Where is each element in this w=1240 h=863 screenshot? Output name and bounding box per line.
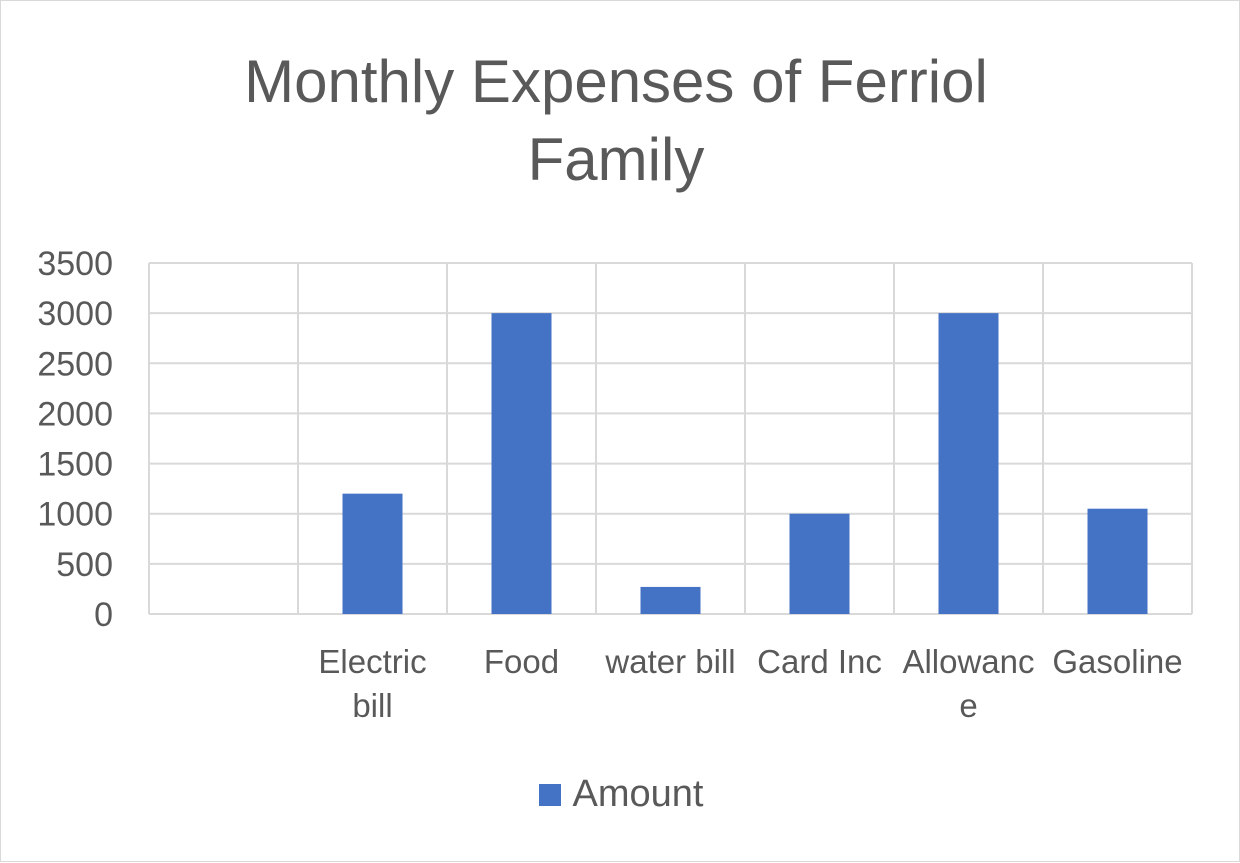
x-tick-label: Electric (318, 643, 426, 680)
y-tick-label: 2000 (37, 395, 113, 433)
chart-title: Monthly Expenses of Ferriol Family (171, 43, 1061, 199)
x-tick-label: bill (352, 687, 392, 724)
x-tick-label: e (959, 687, 977, 724)
y-tick-label: 500 (56, 546, 113, 584)
y-tick-label: 1500 (37, 446, 113, 484)
x-tick-label: Food (484, 643, 559, 680)
chart-title-line-1: Monthly Expenses of Ferriol (244, 48, 988, 115)
legend: Amount (1, 773, 1240, 816)
bar-card-inc (789, 513, 850, 614)
y-tick-label: 1000 (37, 496, 113, 534)
chart-title-line-2: Family (527, 126, 705, 193)
x-tick-label: Card Inc (757, 643, 882, 680)
legend-label-amount: Amount (572, 773, 704, 815)
y-tick-label: 3000 (37, 295, 113, 333)
y-tick-label: 2500 (37, 345, 113, 383)
bar-gasoline (1087, 508, 1148, 614)
x-tick-label: Allowanc (902, 643, 1034, 680)
bar-allowance (938, 313, 999, 614)
bar-water-bill (640, 586, 701, 614)
bar-food (491, 313, 552, 614)
bar-electric-bill (342, 493, 403, 614)
x-tick-label: water bill (604, 643, 735, 680)
legend-swatch-amount (538, 783, 561, 806)
y-tick-label: 0 (94, 596, 113, 634)
y-tick-label: 3500 (37, 245, 113, 283)
x-tick-label: Gasoline (1052, 643, 1182, 680)
